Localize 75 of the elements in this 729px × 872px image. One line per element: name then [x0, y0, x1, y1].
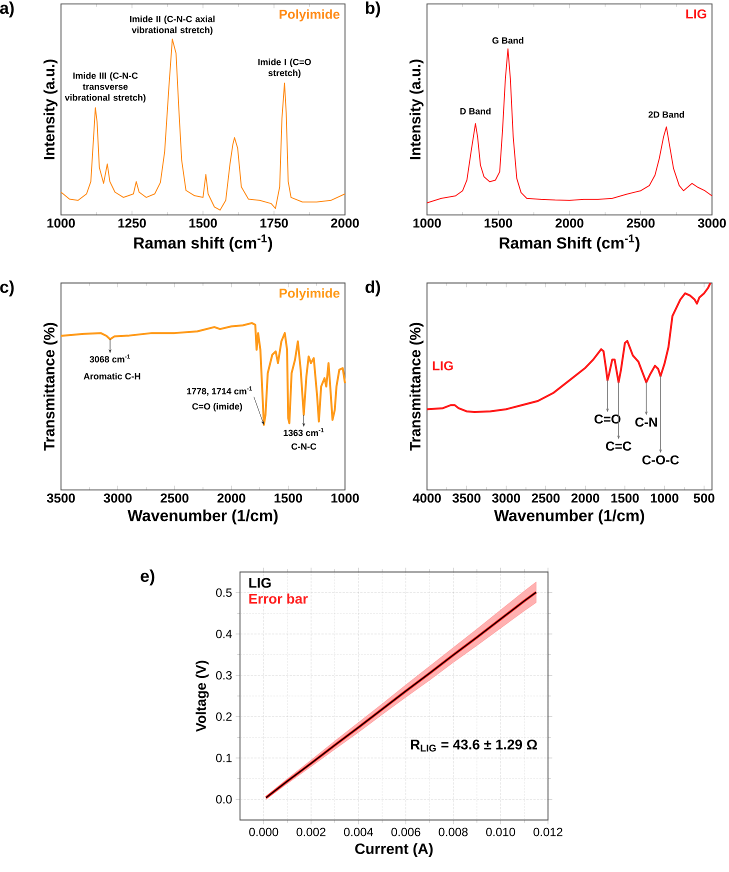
x-tick-label: 0.002 [296, 828, 326, 836]
annotation: R$_{LIG}$ = 43.6 ± 1.29 Ω [411, 740, 537, 752]
text: Error bar [249, 593, 308, 604]
x-tick-label: 1000 [650, 494, 678, 503]
annotation: C-N-C [291, 443, 316, 450]
x-tick-label: 3000 [698, 218, 726, 228]
x-tick-label: 3500 [46, 494, 75, 503]
x-tick-label: 1500 [611, 494, 639, 503]
annotation: C=C [606, 442, 632, 451]
y-axis-title: Intensity (a.u.) [44, 60, 58, 160]
y-tick-label: 0.3 [216, 671, 232, 680]
x-tick-label: 0.010 [486, 828, 516, 836]
x-tick-label: 3500 [452, 494, 480, 503]
y-tick-label: 0.2 [216, 712, 232, 721]
x-axis-title: Raman shift (cm$^{-1}$) [134, 234, 272, 252]
x-tick-label: 4000 [412, 494, 441, 503]
x-tick-label: 3000 [492, 494, 520, 503]
x-tick-label: 500 [694, 494, 714, 503]
x-tick-label: 1000 [413, 218, 441, 228]
text: LIG [432, 361, 453, 370]
annotation: Imide I (C=O stretch) [258, 58, 311, 78]
x-tick-label: 2000 [556, 218, 584, 228]
chart-title: b) [366, 2, 380, 18]
annotation: C-O-C [642, 455, 679, 465]
x-tick-label: 2500 [626, 218, 655, 228]
y-tick-label: 0.5 [216, 588, 232, 597]
annotation: D Band [460, 108, 491, 114]
annotation: Imide II (C-N-C axial vibrational stretch) [130, 16, 215, 35]
y-axis-title: Transmittance (%) [410, 322, 424, 451]
x-tick-label: 1750 [260, 218, 288, 228]
annotation: C=O [594, 414, 620, 424]
annotation: C=O (imide) [192, 403, 242, 412]
x-tick-label: 0.000 [249, 828, 278, 836]
chart-title: d) [366, 280, 380, 296]
x-tick-label: 2500 [160, 494, 188, 503]
annotation: C-N [635, 418, 657, 427]
x-tick-label: 2000 [217, 494, 246, 503]
chart-title: e) [140, 570, 154, 586]
x-tick-label: 1250 [118, 218, 146, 228]
annotation: Aromatic C-H [84, 372, 140, 380]
x-tick-label: 0.008 [438, 828, 468, 836]
x-tick-label: 0.006 [391, 828, 420, 836]
x-tick-label: 2000 [331, 218, 359, 228]
annotation: 3068 cm$^{-1}$ [90, 354, 130, 362]
x-axis-title: Wavenumber (1/cm) [494, 510, 644, 524]
text: Polyimide [280, 288, 340, 300]
x-tick-label: 0.012 [534, 828, 562, 836]
x-tick-label: 2500 [532, 494, 560, 503]
x-axis-title: Wavenumber (1/cm) [128, 510, 278, 524]
y-axis-title: Voltage (V) [196, 660, 209, 732]
x-tick-label: 1500 [274, 494, 302, 503]
y-tick-label: 0.1 [216, 754, 232, 762]
annotation: 1778, 1714 cm$^{-1}$ [187, 386, 252, 396]
chart-title: c) [0, 280, 14, 296]
x-axis-title: Current (A) [355, 843, 433, 857]
annotation: 1363 cm$^{-1}$ [284, 428, 324, 436]
chart-title: a) [0, 2, 14, 18]
y-tick-label: 0.4 [216, 630, 232, 638]
annotation: Imide III (C-N-C transverse vibrational stretch) [64, 72, 146, 103]
x-tick-label: 1000 [47, 218, 75, 228]
y-axis-title: Transmittance (%) [44, 322, 58, 451]
annotation: G Band [492, 37, 524, 44]
text: LIG [249, 578, 271, 588]
text: LIG [686, 9, 706, 19]
x-tick-label: 2000 [571, 494, 600, 503]
x-tick-label: 0.004 [344, 828, 374, 836]
x-tick-label: 3000 [104, 494, 132, 503]
y-axis-title: Intensity (a.u.) [410, 60, 424, 160]
x-tick-label: 1500 [484, 218, 512, 228]
annotation: 2D Band [648, 111, 684, 118]
x-axis-title: Raman Shift (cm$^{-1}$) [500, 234, 640, 252]
text: Polyimide [280, 9, 340, 22]
y-tick-label: 0.0 [216, 795, 232, 804]
x-tick-label: 1000 [331, 494, 359, 503]
x-tick-label: 1500 [189, 218, 217, 228]
